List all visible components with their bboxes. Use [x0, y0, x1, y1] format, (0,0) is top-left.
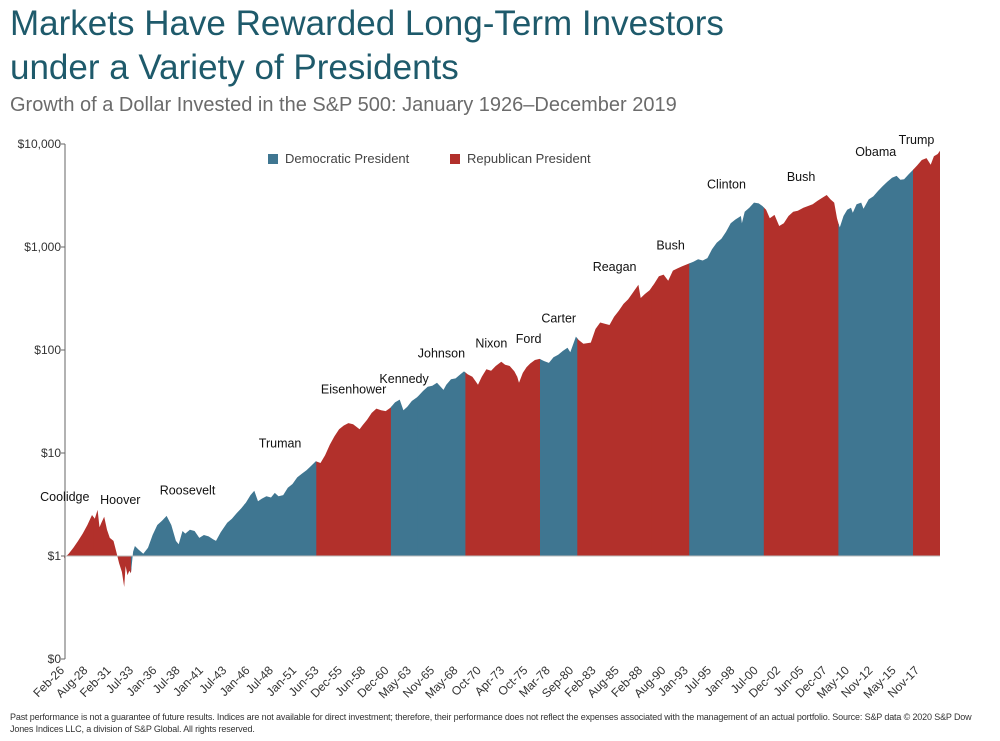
band-kennedy-5: [390, 150, 419, 587]
y-tick-label: $0: [48, 652, 62, 666]
y-tick-label: $10: [41, 446, 61, 460]
band-eisenhower-4: [316, 150, 392, 587]
legend-label-republican: Republican President: [467, 151, 591, 166]
band-trump-15: [913, 150, 941, 587]
legend-swatch-democratic: [268, 154, 278, 164]
president-labels: Coolidge Hoover Roosevelt Truman EisenhowerK…: [40, 133, 934, 507]
label-truman-3: Truman: [259, 436, 302, 450]
band-johnson-6: [417, 150, 466, 587]
label-bush-13: Bush: [787, 170, 816, 184]
label-hoover-1: Hoover: [100, 493, 140, 507]
legend-label-democratic: Democratic President: [285, 151, 410, 166]
growth-chart: $0$1$10$100$1,000$10,000Feb-26Aug-28Feb-…: [18, 133, 941, 701]
president-bands: [64, 150, 941, 587]
band-nixon-7: [465, 150, 518, 587]
y-tick-label: $1: [48, 549, 62, 563]
band-obama-14: [838, 150, 914, 587]
label-reagan-10: Reagan: [593, 260, 637, 274]
y-tick-label: $1,000: [24, 240, 61, 254]
label-ford-8: Ford: [516, 332, 542, 346]
label-nixon-7: Nixon: [475, 337, 507, 351]
band-reagan-10: [577, 150, 653, 587]
chart-subtitle: Growth of a Dollar Invested in the S&P 5…: [10, 94, 677, 116]
label-trump-15: Trump: [899, 133, 935, 147]
label-coolidge-0: Coolidge: [40, 490, 89, 504]
footnote-disclaimer: Past performance is not a guarantee of f…: [10, 712, 972, 734]
label-roosevelt-2: Roosevelt: [160, 483, 216, 497]
label-johnson-6: Johnson: [418, 346, 465, 360]
band-carter-9: [540, 150, 578, 587]
band-coolidge-0: [64, 150, 95, 587]
y-tick-label: $100: [34, 343, 61, 357]
band-truman-3: [244, 150, 317, 587]
title-line-1: Markets Have Rewarded Long-Term Investor…: [10, 4, 724, 43]
band-hoover-1: [93, 150, 132, 587]
label-clinton-12: Clinton: [707, 178, 746, 192]
band-clinton-12: [689, 150, 765, 587]
band-bush-13: [763, 150, 839, 587]
legend-swatch-republican: [450, 154, 460, 164]
label-eisenhower-4: Eisenhower: [321, 383, 386, 397]
y-tick-label: $10,000: [18, 137, 62, 151]
chart-legend: Democratic President Republican President: [268, 151, 591, 166]
label-carter-9: Carter: [541, 312, 576, 326]
band-bush-11: [651, 150, 690, 587]
label-obama-14: Obama: [855, 145, 896, 159]
label-bush-11: Bush: [656, 239, 685, 253]
band-roosevelt-2: [130, 150, 245, 587]
label-kennedy-5: Kennedy: [379, 372, 429, 386]
title-line-2: under a Variety of Presidents: [10, 48, 459, 87]
chart-title: Markets Have Rewarded Long-Term Investor…: [10, 2, 990, 90]
band-ford-8: [517, 150, 541, 587]
